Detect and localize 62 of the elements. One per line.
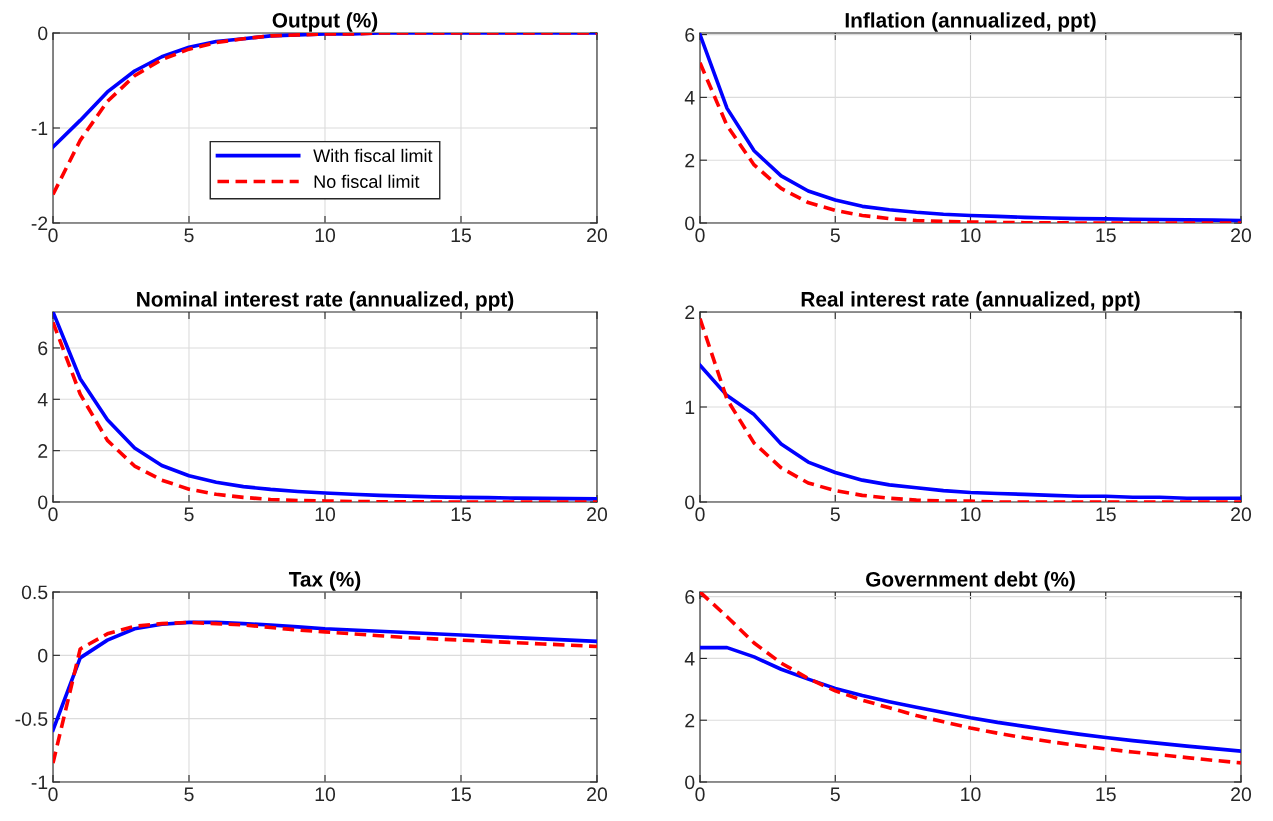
x-tick-label: 5: [830, 228, 840, 243]
y-tick-label: 0: [685, 775, 695, 790]
y-tick-label: 4: [684, 652, 695, 666]
chart-title: Real interest rate (annualized, ppt): [801, 291, 1140, 311]
legend-label: No fiscal limit: [314, 174, 420, 188]
y-tick-label: 2: [685, 153, 695, 168]
x-tick-label: 5: [830, 507, 840, 522]
y-tick-label: 0: [38, 495, 48, 510]
chart-title: Nominal interest rate (annualized, ppt): [137, 291, 514, 311]
x-tick-label: 10: [961, 787, 981, 802]
y-tick-label: 6: [38, 341, 48, 356]
y-tick-label: 0.5: [21, 585, 48, 600]
x-tick-label: 15: [1096, 787, 1116, 802]
x-tick-label: 15: [451, 507, 471, 522]
x-tick-label: 5: [184, 228, 194, 243]
x-tick-label: 0: [48, 787, 58, 802]
x-tick-label: 15: [451, 228, 471, 243]
chart-title: Output (%): [272, 12, 378, 32]
x-tick-label: 15: [1096, 507, 1116, 522]
x-tick-label: 10: [961, 507, 981, 522]
x-tick-label: 5: [184, 507, 194, 522]
x-tick-label: 5: [184, 787, 194, 802]
x-tick-label: 5: [830, 787, 840, 802]
y-tick-label: -2: [31, 216, 48, 231]
line-series: [53, 620, 597, 765]
y-tick-label: 2: [685, 713, 695, 728]
y-tick-label: 4: [37, 392, 48, 407]
x-tick-label: 20: [587, 228, 608, 243]
y-tick-label: 6: [685, 590, 695, 604]
chart-title: Inflation (annualized, ppt): [845, 12, 1096, 32]
y-tick-label: 0: [685, 216, 695, 231]
x-tick-label: 15: [451, 787, 471, 802]
y-tick-label: -1: [31, 121, 48, 136]
x-tick-label: 0: [48, 228, 58, 243]
chart-title: Government debt (%): [866, 571, 1075, 591]
y-tick-label: 6: [685, 28, 695, 42]
chart-title: Tax (%): [288, 571, 361, 591]
line-series: [700, 645, 1241, 753]
y-tick-label: 0: [38, 648, 48, 663]
x-tick-label: 20: [1231, 228, 1252, 243]
y-tick-label: -1: [31, 775, 48, 790]
y-tick-label: 0: [685, 495, 695, 510]
x-tick-label: 15: [1096, 228, 1116, 243]
x-tick-label: 10: [315, 228, 336, 243]
x-tick-label: 20: [587, 787, 608, 802]
x-tick-label: 0: [695, 787, 705, 802]
x-tick-label: 0: [695, 228, 705, 243]
x-tick-label: 20: [587, 507, 608, 522]
y-tick-label: 0: [38, 26, 48, 41]
x-tick-label: 20: [1231, 507, 1252, 522]
x-tick-label: 10: [315, 507, 336, 522]
x-tick-label: 10: [961, 228, 981, 243]
x-tick-label: 20: [1231, 787, 1252, 802]
y-tick-label: 4: [684, 91, 695, 105]
x-tick-label: 0: [695, 507, 705, 522]
legend-label: With fiscal limit: [313, 148, 433, 163]
y-tick-label: 1: [685, 400, 695, 415]
x-tick-label: 10: [315, 787, 336, 802]
y-tick-label: 2: [38, 444, 48, 458]
y-tick-label: 2: [685, 305, 695, 320]
x-tick-label: 0: [48, 507, 58, 522]
y-tick-label: -0.5: [15, 712, 48, 726]
